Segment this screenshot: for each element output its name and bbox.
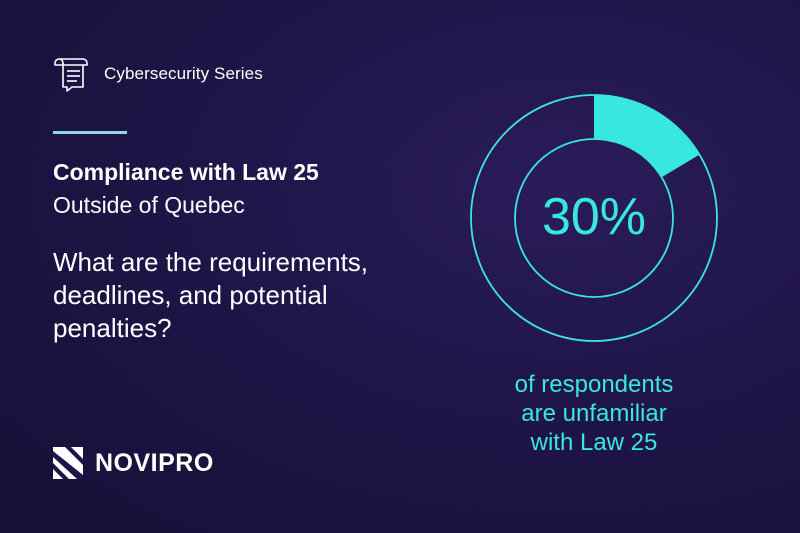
- question-line: deadlines, and potential: [53, 280, 328, 310]
- brand: NOVIPRO: [53, 447, 214, 479]
- novipro-logo-icon: [53, 447, 83, 479]
- series-label: Cybersecurity Series: [104, 64, 263, 83]
- caption-line: with Law 25: [530, 429, 658, 456]
- stat-value: 30%: [541, 188, 647, 246]
- caption-line: of respondents: [514, 371, 674, 398]
- brand-name: NOVIPRO: [95, 448, 214, 477]
- donut-chart: [470, 94, 718, 342]
- document-speech-icon: [54, 58, 88, 92]
- caption-line: are unfamiliar: [521, 400, 667, 427]
- series-header: Cybersecurity Series: [53, 54, 263, 94]
- question-text: What are the requirements, deadlines, an…: [53, 246, 413, 345]
- stat-caption: of respondents are unfamiliar with Law 2…: [474, 370, 714, 457]
- question-line: penalties?: [53, 313, 172, 343]
- accent-divider: [53, 131, 127, 134]
- headline-subtitle: Outside of Quebec: [53, 192, 245, 218]
- headline-title: Compliance with Law 25: [53, 159, 319, 185]
- donut-highlight-segment: [594, 95, 700, 178]
- question-line: What are the requirements,: [53, 247, 369, 277]
